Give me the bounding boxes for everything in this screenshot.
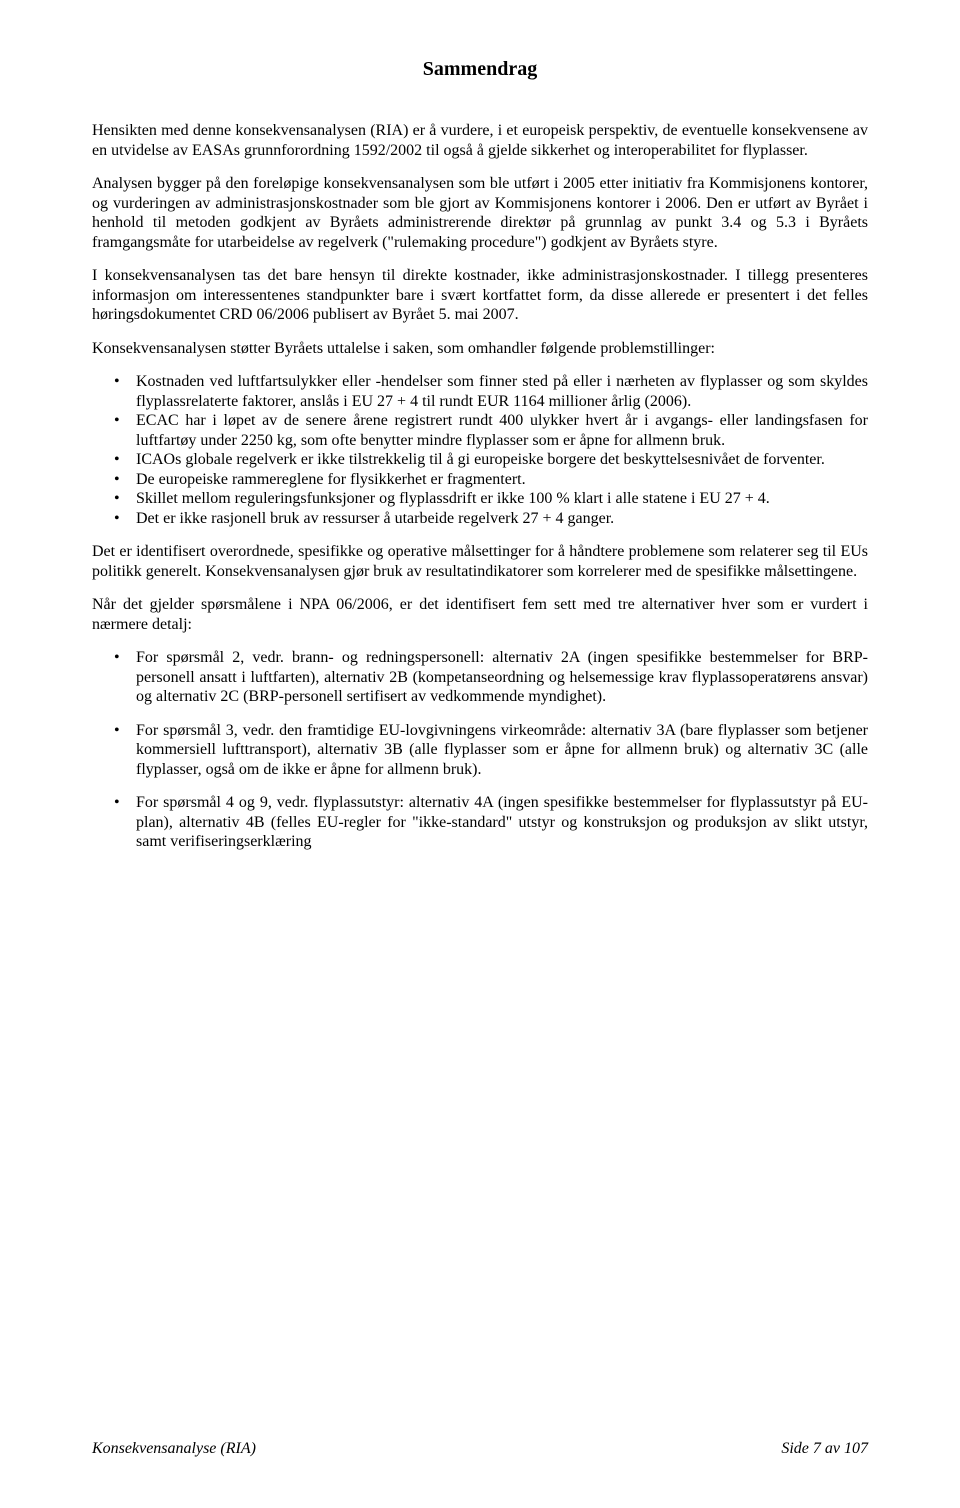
bullet-list-alternatives: For spørsmål 2, vedr. brann- og rednings…	[92, 648, 868, 852]
document-page: Sammendrag Hensikten med denne konsekven…	[0, 0, 960, 1508]
footer-left: Konsekvensanalyse (RIA)	[92, 1440, 256, 1458]
paragraph-1: Hensikten med denne konsekvensanalysen (…	[92, 121, 868, 160]
list-item: Skillet mellom reguleringsfunksjoner og …	[136, 489, 868, 509]
bullet-list-problems: Kostnaden ved luftfartsulykker eller -he…	[92, 372, 868, 528]
list-item: De europeiske rammereglene for flysikker…	[136, 470, 868, 490]
paragraph-6: Når det gjelder spørsmålene i NPA 06/200…	[92, 595, 868, 634]
paragraph-4: Konsekvensanalysen støtter Byråets uttal…	[92, 339, 868, 359]
page-title: Sammendrag	[92, 58, 868, 81]
paragraph-3: I konsekvensanalysen tas det bare hensyn…	[92, 266, 868, 325]
list-item: For spørsmål 3, vedr. den framtidige EU-…	[136, 721, 868, 780]
paragraph-2: Analysen bygger på den foreløpige konsek…	[92, 174, 868, 252]
list-item: Kostnaden ved luftfartsulykker eller -he…	[136, 372, 868, 411]
list-item: ECAC har i løpet av de senere årene regi…	[136, 411, 868, 450]
list-item: ICAOs globale regelverk er ikke tilstrek…	[136, 450, 868, 470]
page-footer: Konsekvensanalyse (RIA) Side 7 av 107	[92, 1440, 868, 1458]
list-item: For spørsmål 4 og 9, vedr. flyplassutsty…	[136, 793, 868, 852]
list-item: Det er ikke rasjonell bruk av ressurser …	[136, 509, 868, 529]
list-item: For spørsmål 2, vedr. brann- og rednings…	[136, 648, 868, 707]
footer-right: Side 7 av 107	[781, 1440, 868, 1458]
paragraph-5: Det er identifisert overordnede, spesifi…	[92, 542, 868, 581]
